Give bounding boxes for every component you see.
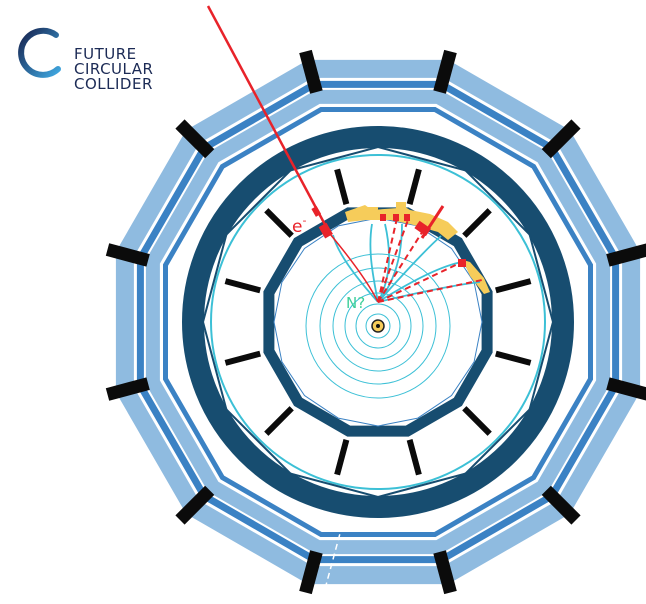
particle-label: N? — [346, 294, 365, 312]
deposit-block-2 — [396, 202, 406, 214]
inner-spoke-10 — [225, 281, 260, 290]
interaction-point-core — [376, 324, 380, 328]
inner-spoke-8 — [266, 408, 291, 433]
inner-spoke-7 — [337, 440, 346, 475]
hit-marker-2 — [380, 214, 386, 221]
inner-spoke-4 — [496, 354, 531, 363]
inner-spoke-1 — [410, 169, 419, 204]
inner-spoke-2 — [464, 210, 489, 235]
hit-marker-4 — [404, 214, 410, 221]
inner-spoke-6 — [410, 440, 419, 475]
inner-spoke-3 — [496, 281, 531, 290]
deposit-block-1 — [362, 207, 378, 216]
hit-marker-5 — [458, 259, 466, 267]
hit-marker-3 — [393, 214, 399, 221]
inner-spoke-5 — [464, 408, 489, 433]
inner-spoke-12 — [337, 169, 346, 204]
inner-spoke-9 — [225, 354, 260, 363]
inner-spoke-11 — [266, 210, 291, 235]
